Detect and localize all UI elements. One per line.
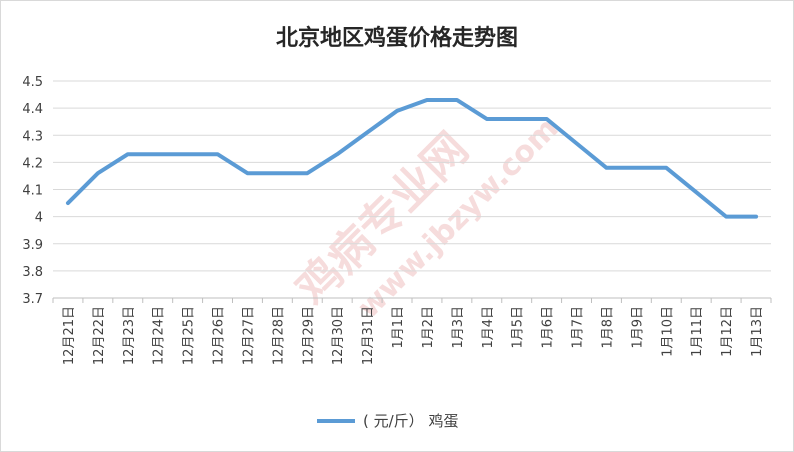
data-point <box>664 166 668 170</box>
x-tick-label: 12月27日 <box>241 306 256 365</box>
data-point <box>515 117 519 121</box>
data-point <box>365 131 369 135</box>
x-tick-label: 1月9日 <box>630 306 645 349</box>
y-tick-label: 4.2 <box>22 156 43 171</box>
y-tick-label: 3.9 <box>22 238 43 253</box>
x-tick-label: 1月3日 <box>451 306 466 349</box>
series-group <box>65 97 759 219</box>
data-point <box>455 98 459 102</box>
y-axis-ticks: 3.7 3.8 3.9 4 4.1 4.2 4.3 4.4 4.5 <box>22 75 43 307</box>
y-tick-label: 3.7 <box>22 292 43 307</box>
x-tick-label: 12月25日 <box>182 306 197 365</box>
x-tick-label: 1月8日 <box>600 306 615 349</box>
x-tick-label: 12月26日 <box>212 306 227 365</box>
data-point <box>754 215 758 219</box>
data-point <box>96 171 100 175</box>
chart-title: 北京地区鸡蛋价格走势图 <box>276 25 518 51</box>
x-tick-label: 12月22日 <box>92 306 107 365</box>
x-tick-label: 1月10日 <box>660 306 675 357</box>
data-point <box>275 171 279 175</box>
data-point <box>66 201 70 205</box>
series-line <box>65 97 759 219</box>
x-tick-label: 12月29日 <box>301 306 316 365</box>
x-tick-label: 1月13日 <box>750 306 765 357</box>
y-tick-label: 4.3 <box>22 129 43 144</box>
data-point <box>305 171 309 175</box>
legend-label: ( 元/斤） 鸡蛋 <box>363 412 458 430</box>
y-tick-label: 4.5 <box>22 75 43 90</box>
x-tick-label: 12月24日 <box>152 306 167 365</box>
data-point <box>634 166 638 170</box>
data-point <box>186 152 190 156</box>
data-point <box>545 117 549 121</box>
grid-lines <box>53 80 771 299</box>
y-tick-label: 4.1 <box>22 184 43 199</box>
y-tick-label: 4.4 <box>22 102 43 117</box>
x-tick-label: 1月12日 <box>720 306 735 357</box>
x-tick-label: 1月2日 <box>421 306 436 349</box>
watermark: 鸡病专业网 www.jbzyw.com <box>287 111 566 325</box>
data-point <box>694 190 698 194</box>
x-tick-label: 1月11日 <box>690 306 705 357</box>
data-point <box>216 152 220 156</box>
x-axis-ticks: 12月21日 12月22日 12月23日 12月24日 12月25日 12月26日 12月2… <box>52 298 772 365</box>
data-point <box>335 152 339 156</box>
legend: ( 元/斤） 鸡蛋 <box>317 412 458 430</box>
x-tick-label: 1月7日 <box>571 306 586 349</box>
y-tick-label: 4 <box>35 211 43 226</box>
data-point <box>425 98 429 102</box>
x-tick-label: 12月31日 <box>361 306 376 365</box>
x-tick-label: 1月5日 <box>511 306 526 349</box>
x-tick-label: 1月4日 <box>481 306 496 349</box>
data-point <box>126 152 130 156</box>
data-point <box>485 117 489 121</box>
data-point <box>245 171 249 175</box>
x-tick-label: 12月23日 <box>122 306 137 365</box>
data-point <box>156 152 160 156</box>
y-tick-label: 3.8 <box>22 265 43 280</box>
data-point <box>604 166 608 170</box>
data-point <box>575 141 579 145</box>
x-tick-label: 12月28日 <box>271 306 286 365</box>
x-tick-label: 12月21日 <box>62 306 77 365</box>
x-tick-label: 1月1日 <box>391 306 406 349</box>
data-point <box>395 109 399 113</box>
data-point <box>724 215 728 219</box>
x-tick-label: 12月30日 <box>331 306 346 365</box>
x-tick-label: 1月6日 <box>541 306 556 349</box>
